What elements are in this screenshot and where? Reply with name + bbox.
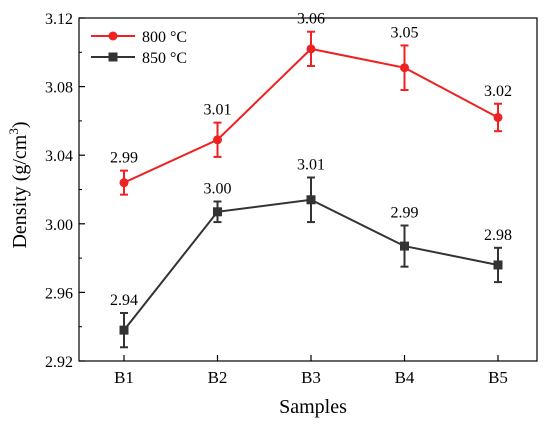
legend-label: 850 °C xyxy=(142,50,187,67)
y-tick-label: 2.92 xyxy=(45,354,73,371)
y-tick-label: 3.00 xyxy=(45,217,73,234)
data-label: 3.02 xyxy=(484,83,512,100)
data-label: 2.99 xyxy=(391,205,419,222)
y-tick-label: 3.08 xyxy=(45,80,73,97)
data-label: 3.06 xyxy=(297,11,325,28)
data-point xyxy=(400,241,409,251)
x-tick-label: B2 xyxy=(208,368,228,387)
y-tick-label: 2.96 xyxy=(45,285,73,302)
data-label: 2.99 xyxy=(110,150,138,167)
y-axis-label-main: Density (g/cm xyxy=(9,134,31,248)
x-tick-label: B4 xyxy=(395,368,415,387)
axes-layer: 2.92 2.96 3.00 3.04 3.08 3.12 B1 B2 B3 B4 B5 xyxy=(45,11,508,387)
data-point xyxy=(493,260,503,270)
legend-marker xyxy=(108,31,118,41)
data-label: 3.01 xyxy=(204,102,232,119)
x-tick-label: B3 xyxy=(301,368,321,387)
plot-frame xyxy=(78,17,538,362)
x-axis-label: Samples xyxy=(279,396,347,418)
data-point xyxy=(119,325,129,335)
data-label: 2.98 xyxy=(484,227,512,244)
plot-area xyxy=(78,17,538,362)
data-point xyxy=(213,207,222,217)
y-axis-label: Density (g/cm3) xyxy=(6,121,31,248)
y-axis-label-sup: 3 xyxy=(6,128,21,135)
legend: 800 °C 850 °C xyxy=(91,29,187,67)
data-label: 3.00 xyxy=(204,181,232,198)
data-point xyxy=(493,112,503,122)
data-label: 3.05 xyxy=(391,24,419,41)
legend-label: 800 °C xyxy=(142,29,187,46)
y-tick-label: 3.12 xyxy=(45,11,73,28)
y-tick-label: 3.04 xyxy=(45,148,73,165)
data-point xyxy=(306,195,316,205)
data-point xyxy=(119,178,129,188)
y-axis-label-end: ) xyxy=(9,121,31,128)
series-2: 2.94 3.00 3.01 2.99 2.98 xyxy=(110,156,512,349)
series-1: 2.99 3.01 3.06 3.05 3.02 xyxy=(110,11,512,196)
x-tick-label: B5 xyxy=(488,368,508,387)
data-label: 2.94 xyxy=(110,292,138,309)
data-point xyxy=(400,63,409,73)
x-tick-label: B1 xyxy=(114,368,134,387)
series-layer: 2.99 3.01 3.06 3.05 3.02 2.94 3.00 3.01 2.99 2.98 xyxy=(110,11,512,349)
data-point xyxy=(306,44,316,54)
data-label: 3.01 xyxy=(297,156,325,173)
data-point xyxy=(213,135,222,145)
legend-marker xyxy=(108,52,118,62)
